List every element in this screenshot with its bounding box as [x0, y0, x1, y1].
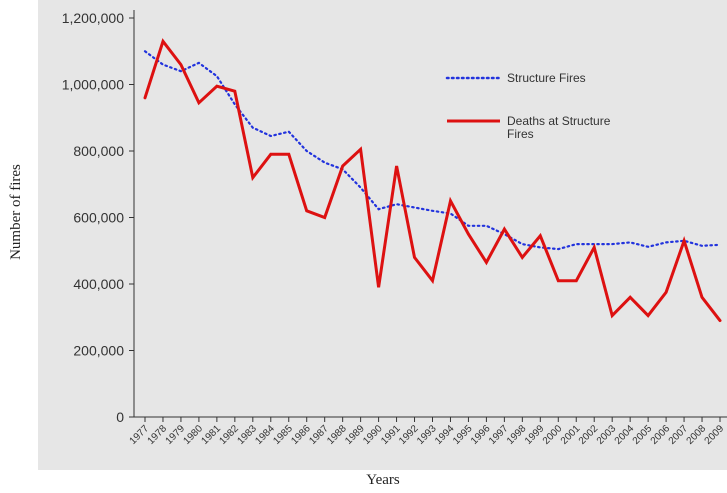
y-tick-labels: 0 200,000 400,000 600,000 800,000 1,000,000 1,… [62, 10, 125, 425]
data-point [216, 75, 218, 77]
y-tick-label: 600,000 [73, 210, 124, 226]
legend: Structure Fires Deaths at Structure Fire… [445, 71, 614, 141]
data-point [522, 257, 524, 259]
series-line-structure-fires [143, 50, 722, 251]
data-point [342, 165, 344, 167]
data-point [378, 208, 380, 210]
y-tick-label: 1,200,000 [62, 10, 124, 26]
data-point [504, 228, 506, 230]
y-axis-title: Number of fires [8, 164, 24, 260]
data-point [288, 131, 290, 133]
legend-label-structure-fires: Structure Fires [507, 71, 586, 85]
y-tick-label: 200,000 [73, 343, 124, 359]
data-point [414, 257, 416, 259]
y-tick-marks [129, 17, 134, 418]
data-point [306, 210, 308, 212]
data-point [180, 70, 182, 72]
data-point [270, 154, 272, 156]
data-point [647, 246, 649, 248]
data-point [360, 187, 362, 189]
legend-label-deaths-line1: Deaths at Structure [507, 114, 611, 128]
y-tick-label: 400,000 [73, 276, 124, 292]
y-tick-label: 0 [116, 409, 124, 425]
data-point [306, 150, 308, 152]
data-point [575, 243, 577, 245]
data-point [162, 64, 164, 66]
data-point [629, 297, 631, 299]
legend-label-deaths-line2: Fires [507, 127, 534, 141]
data-point [432, 280, 434, 282]
data-point [396, 203, 398, 205]
legend-label-deaths: Deaths at Structure Fires [507, 114, 614, 141]
data-point [270, 135, 272, 137]
data-point [198, 62, 200, 64]
data-point [432, 210, 434, 212]
data-point [665, 292, 667, 294]
data-point [540, 247, 542, 249]
data-point [665, 242, 667, 244]
data-point [234, 104, 236, 106]
x-axis-title: Years [366, 472, 400, 488]
data-point [162, 40, 164, 42]
data-point [719, 320, 721, 322]
data-point [324, 217, 326, 219]
data-point [557, 280, 559, 282]
data-point [198, 102, 200, 104]
data-point [216, 85, 218, 87]
data-point [575, 280, 577, 282]
data-point [252, 127, 254, 129]
data-point [252, 177, 254, 179]
data-point [144, 50, 146, 52]
data-point [414, 207, 416, 209]
plot-background [38, 0, 727, 470]
data-point [647, 315, 649, 317]
data-point [486, 262, 488, 264]
data-point [629, 242, 631, 244]
y-tick-label: 1,000,000 [62, 77, 124, 93]
data-point [468, 233, 470, 235]
data-point [611, 243, 613, 245]
data-point [522, 243, 524, 245]
data-point [378, 287, 380, 289]
data-point [396, 165, 398, 167]
data-point [450, 213, 452, 215]
data-point [611, 315, 613, 317]
data-point [486, 225, 488, 227]
data-point [504, 233, 506, 235]
data-point [288, 154, 290, 156]
data-point [450, 200, 452, 202]
data-point [557, 248, 559, 250]
series-layer [143, 38, 722, 323]
data-point [234, 90, 236, 92]
data-point [468, 225, 470, 227]
data-point [701, 297, 703, 299]
data-point [360, 149, 362, 151]
data-point [540, 235, 542, 237]
data-point [144, 97, 146, 99]
y-tick-label: 800,000 [73, 143, 124, 159]
data-point [324, 162, 326, 164]
data-point [683, 240, 685, 242]
data-point [593, 247, 595, 249]
data-point [180, 64, 182, 66]
data-point [701, 245, 703, 247]
data-point [719, 244, 721, 246]
series-line-deaths [143, 38, 722, 323]
